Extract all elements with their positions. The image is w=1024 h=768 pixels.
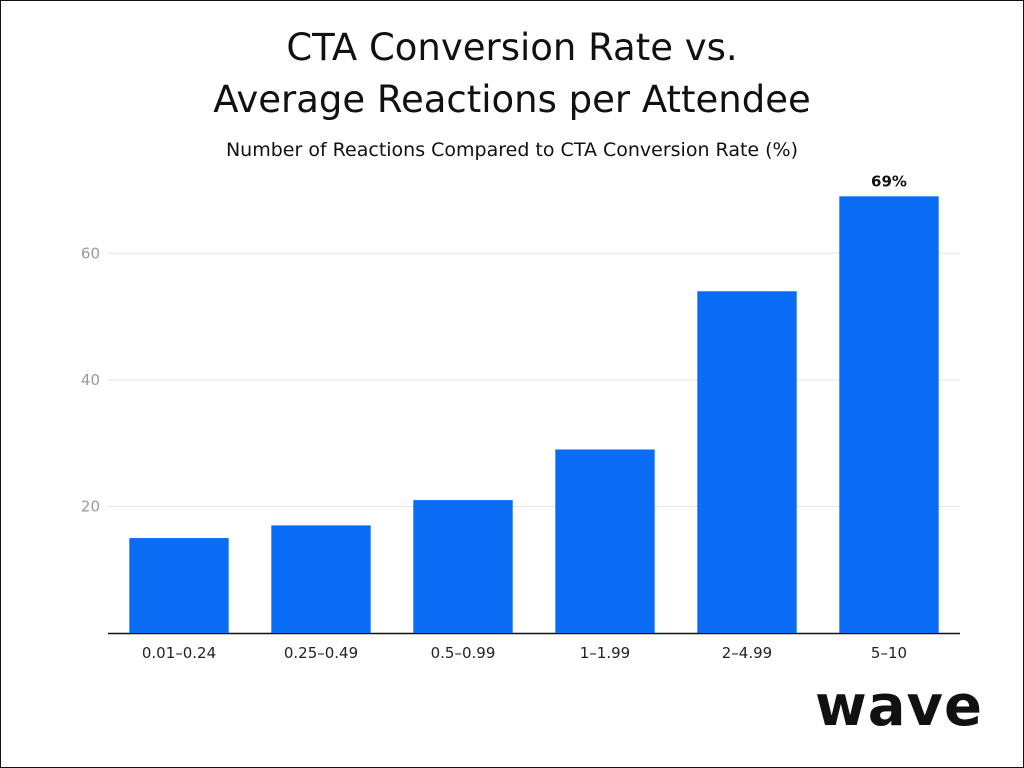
wave-logo: wave	[815, 674, 984, 739]
bar	[555, 449, 655, 633]
bar	[839, 196, 939, 634]
chart-title-line-2: Average Reactions per Attendee	[213, 78, 811, 121]
chart-title: CTA Conversion Rate vs. Average Reaction…	[0, 22, 1024, 126]
x-tick-label: 0.25–0.49	[284, 644, 358, 662]
x-tick-label: 2–4.99	[722, 644, 772, 662]
x-tick-label: 5–10	[871, 644, 907, 662]
bar	[129, 538, 229, 633]
chart-subtitle: Number of Reactions Compared to CTA Conv…	[225, 139, 799, 161]
bar	[697, 291, 797, 633]
y-tick-label: 40	[81, 371, 100, 389]
y-tick-label: 20	[81, 497, 100, 515]
x-tick-label: 0.01–0.24	[142, 644, 216, 662]
bar	[271, 525, 371, 633]
x-tick-label: 1–1.99	[580, 644, 630, 662]
x-tick-label: 0.5–0.99	[431, 644, 496, 662]
chart-title-line-1: CTA Conversion Rate vs.	[286, 26, 738, 69]
data-label: 69%	[871, 172, 907, 190]
gridlines	[108, 252, 960, 635]
labels: 20 40 60 0.01–0.24 0.25–0.49 0.5–0.99 1–1.99 2–…	[81, 172, 907, 662]
bars	[129, 196, 939, 634]
bar	[413, 500, 513, 633]
y-tick-label: 60	[81, 244, 100, 262]
